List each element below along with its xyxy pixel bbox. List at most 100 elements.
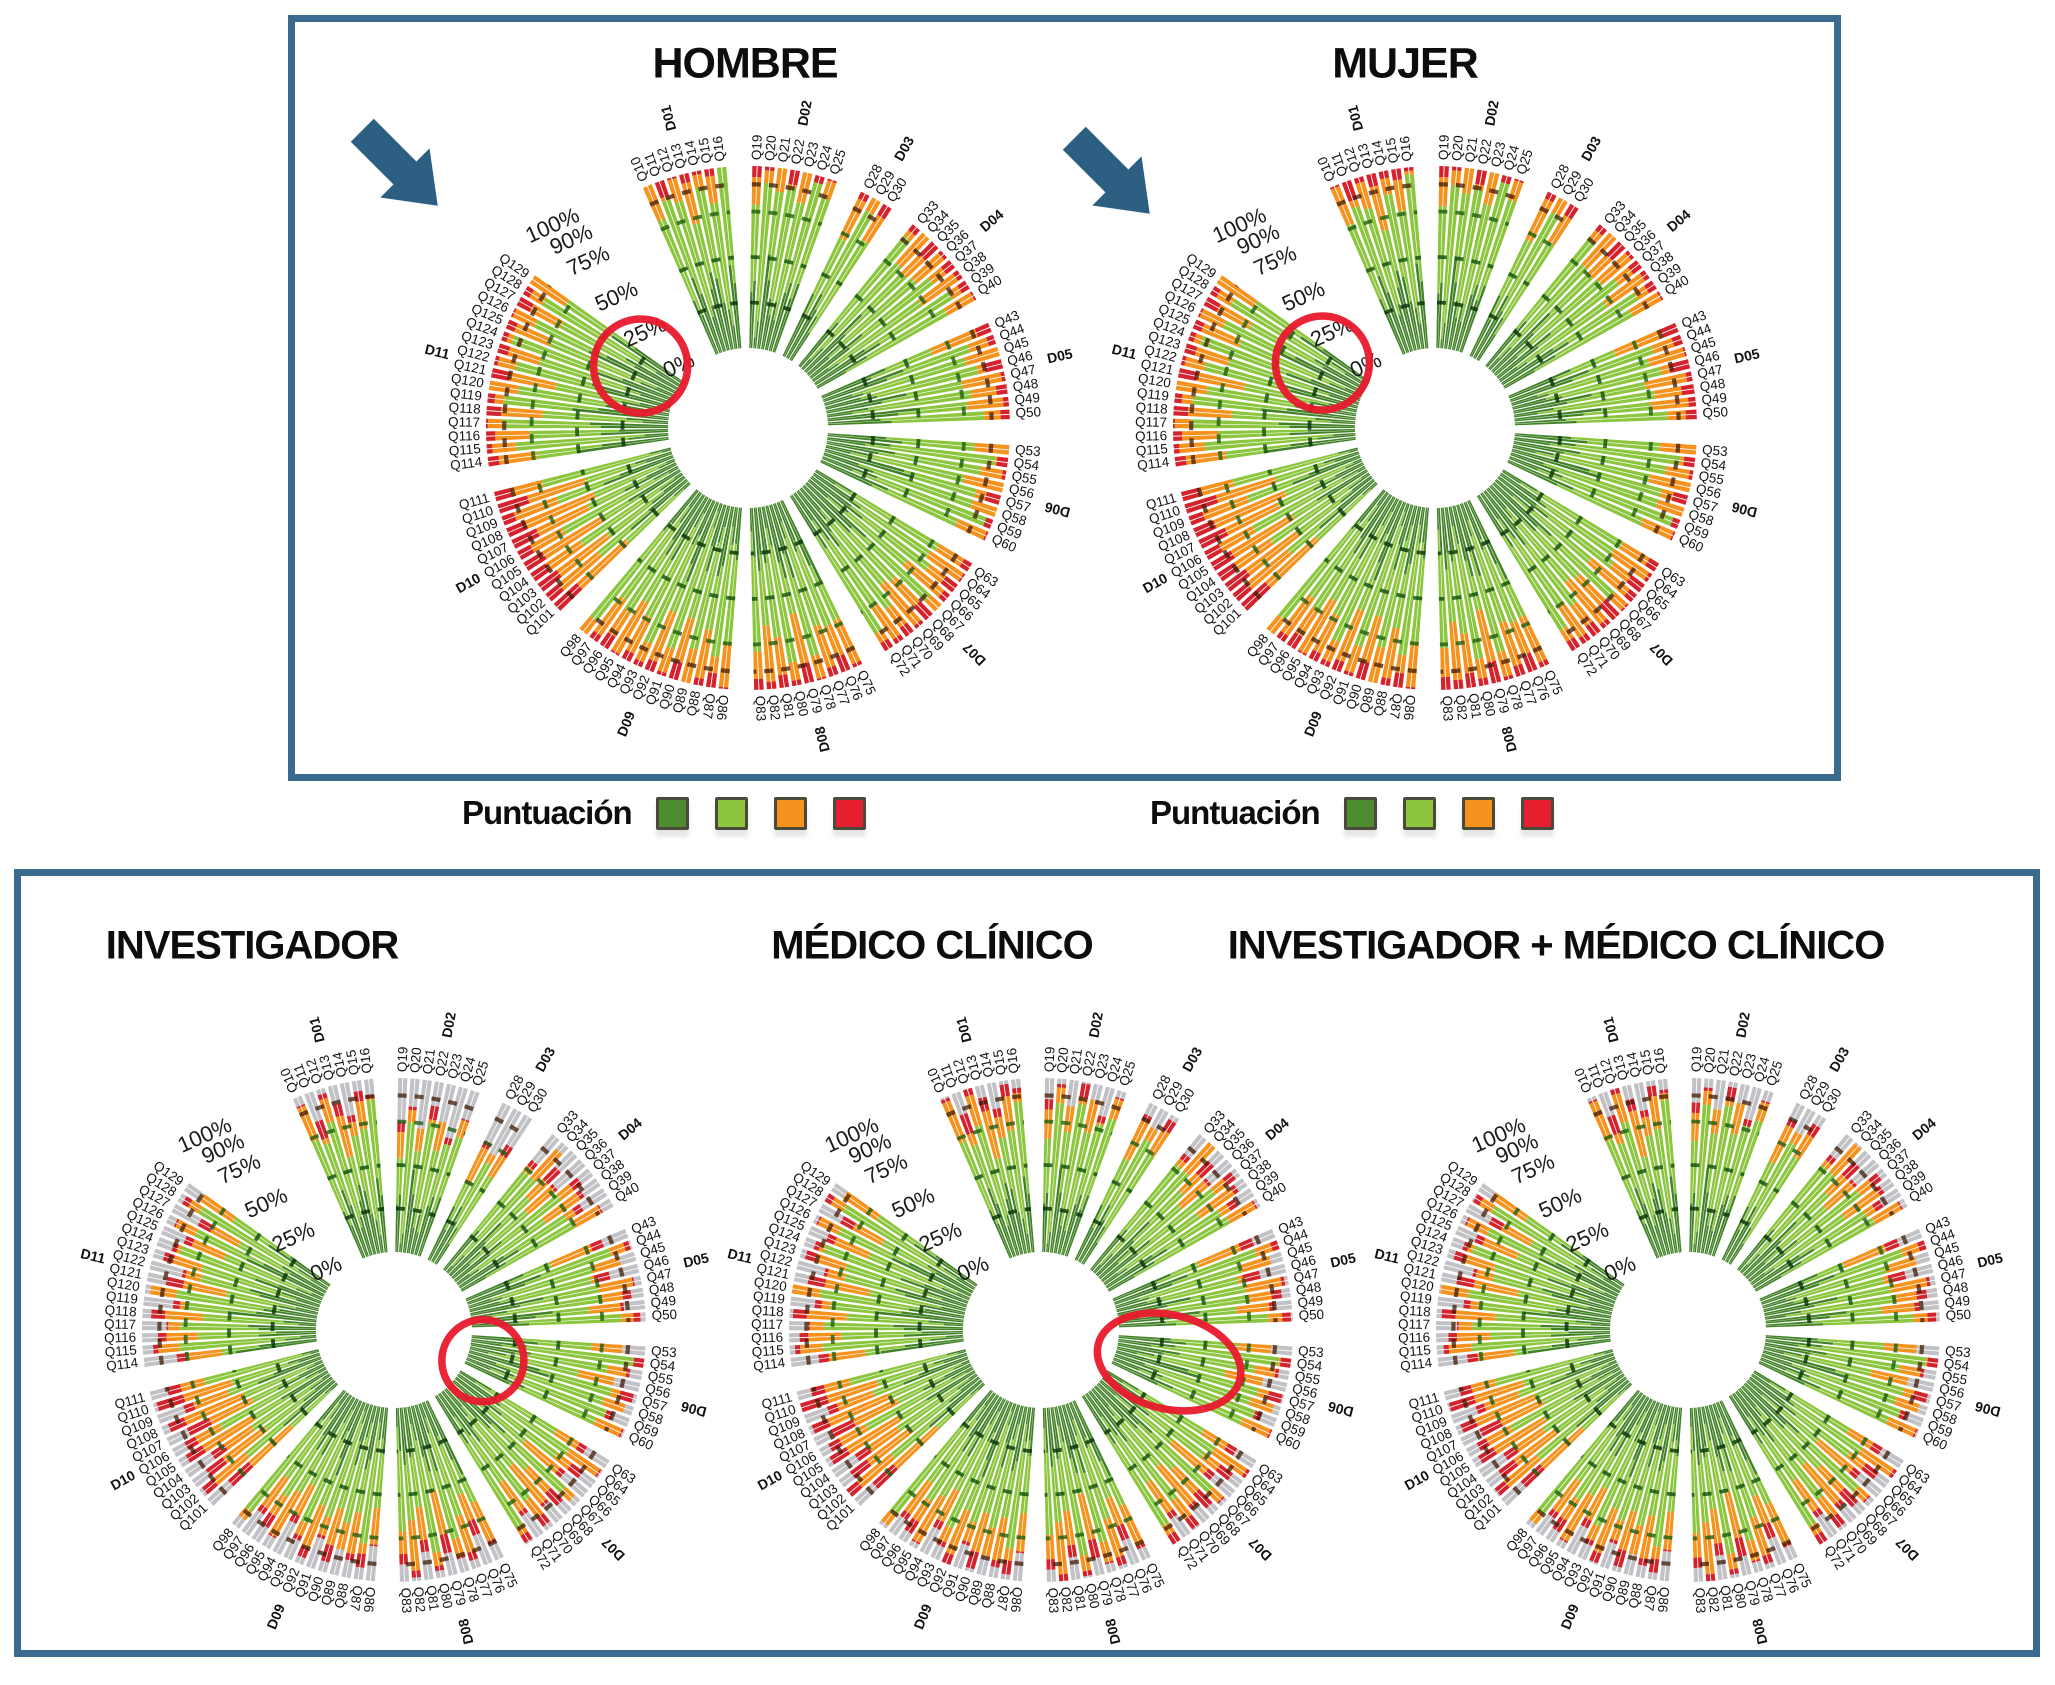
- bar-segment: [1375, 544, 1400, 617]
- question-label: Q83: [1045, 1587, 1061, 1613]
- bar-segment: [789, 197, 826, 299]
- bar-segment: [1330, 187, 1351, 227]
- bar-segment: [1479, 657, 1488, 679]
- bar-segment: [732, 325, 738, 349]
- bar-segment: [542, 515, 603, 555]
- bar-segment: [733, 282, 742, 349]
- bar-segment: [399, 1553, 404, 1565]
- question-label: Q54: [1013, 455, 1041, 473]
- bar-segment: [1691, 1112, 1696, 1141]
- bar-segment: [801, 358, 811, 370]
- domain-label: D01: [953, 1015, 975, 1044]
- bar-segment: [928, 594, 942, 608]
- bar-segment: [868, 390, 971, 410]
- bar-segment: [653, 465, 679, 481]
- bar-segment: [999, 1084, 1006, 1097]
- bar-segment: [1049, 1099, 1054, 1110]
- bar-segment: [827, 437, 891, 447]
- bar-segment: [1577, 573, 1606, 603]
- bar-segment: [1173, 449, 1180, 454]
- bar-segment: [1185, 451, 1226, 460]
- grid-ring-50: [820, 271, 843, 287]
- bar-segment: [775, 202, 801, 303]
- bar-segment: [545, 583, 561, 598]
- bar-segment: [1266, 614, 1282, 632]
- bar-segment: [1493, 342, 1529, 375]
- bar-segment: [537, 569, 559, 588]
- bar-segment: [861, 517, 928, 571]
- bar-segment: [145, 1284, 152, 1290]
- polar-chart-hombre: Q10Q11Q12Q13Q14Q15Q16D01Q19Q20Q21Q22Q23Q…: [350, 99, 1074, 754]
- bar-segment: [649, 513, 705, 619]
- bar-segment: [814, 535, 879, 635]
- polar-chart-investigador: Q10Q11Q12Q13Q14Q15Q16D01Q19Q20Q21Q22Q23Q…: [79, 1011, 711, 1646]
- bar-segment: [1703, 1078, 1709, 1088]
- bar-segment: [1685, 414, 1697, 420]
- bar-segment: [1385, 500, 1403, 535]
- bar-segment: [1513, 407, 1554, 416]
- percent-axis-label: 50%: [591, 276, 641, 317]
- bar-segment: [1346, 224, 1381, 300]
- bar-segment: [1401, 276, 1420, 350]
- bar-segment: [653, 611, 677, 663]
- bar-segment: [789, 183, 823, 284]
- bar-segment: [1513, 442, 1564, 454]
- bar-segment: [753, 651, 759, 680]
- bar-segment: [1669, 364, 1691, 373]
- bar-segment: [1696, 1532, 1702, 1558]
- bar-segment: [501, 512, 515, 521]
- bar-segment: [1514, 438, 1551, 446]
- bar-segment: [158, 1347, 180, 1354]
- bar-segment: [624, 538, 674, 611]
- bar-segment: [1655, 1546, 1661, 1560]
- bar-segment: [1630, 264, 1643, 275]
- bar-segment: [1500, 533, 1564, 632]
- bar-segment: [794, 1344, 801, 1350]
- bar-segment: [1537, 358, 1649, 397]
- bar-segment: [1402, 543, 1421, 656]
- bar-segment: [757, 507, 767, 564]
- bar-segment: [1216, 279, 1256, 308]
- bar-segment: [1185, 356, 1206, 366]
- bar-segment: [1624, 603, 1629, 608]
- bar-segment: [709, 203, 730, 310]
- bar-segment: [1659, 295, 1664, 301]
- bar-segment: [970, 385, 997, 394]
- bar-segment: [903, 469, 977, 493]
- grid-ring-50: [854, 293, 899, 346]
- bar-segment: [157, 1332, 167, 1338]
- bar-segment: [1685, 409, 1697, 415]
- bar-segment: [1448, 1333, 1457, 1338]
- bar-segment: [1409, 170, 1414, 175]
- bar-segment: [411, 1577, 417, 1582]
- bar-segment: [770, 166, 775, 171]
- bar-segment: [398, 1531, 403, 1555]
- bar-segment: [1649, 474, 1692, 488]
- bar-segment: [1474, 658, 1483, 680]
- bar-segment: [1545, 506, 1613, 556]
- bar-segment: [998, 1080, 1004, 1085]
- question-label: Q83: [1440, 695, 1456, 721]
- question-label: Q19: [1436, 134, 1452, 160]
- bar-segment: [486, 405, 502, 412]
- bar-segment: [1627, 589, 1638, 599]
- bar-segment: [1568, 206, 1579, 220]
- bar-segment: [632, 658, 640, 666]
- bar-segment: [487, 423, 503, 429]
- bar-segment: [1671, 496, 1687, 505]
- bar-segment: [1177, 373, 1197, 381]
- bar-segment: [488, 460, 500, 467]
- bar-segment: [834, 520, 893, 582]
- bar-segment: [750, 280, 756, 349]
- bar-segment: [1450, 170, 1457, 186]
- grid-ring-75: [1527, 230, 1555, 249]
- bar-segment: [1490, 484, 1537, 532]
- bar-segment: [1583, 406, 1651, 416]
- grid-ring-75: [882, 258, 939, 323]
- bar-segment: [1408, 166, 1414, 171]
- bar-segment: [1233, 451, 1350, 487]
- bar-segment: [906, 380, 962, 396]
- bar-segment: [809, 333, 863, 378]
- bar-segment: [561, 554, 603, 591]
- bar-segment: [800, 663, 810, 684]
